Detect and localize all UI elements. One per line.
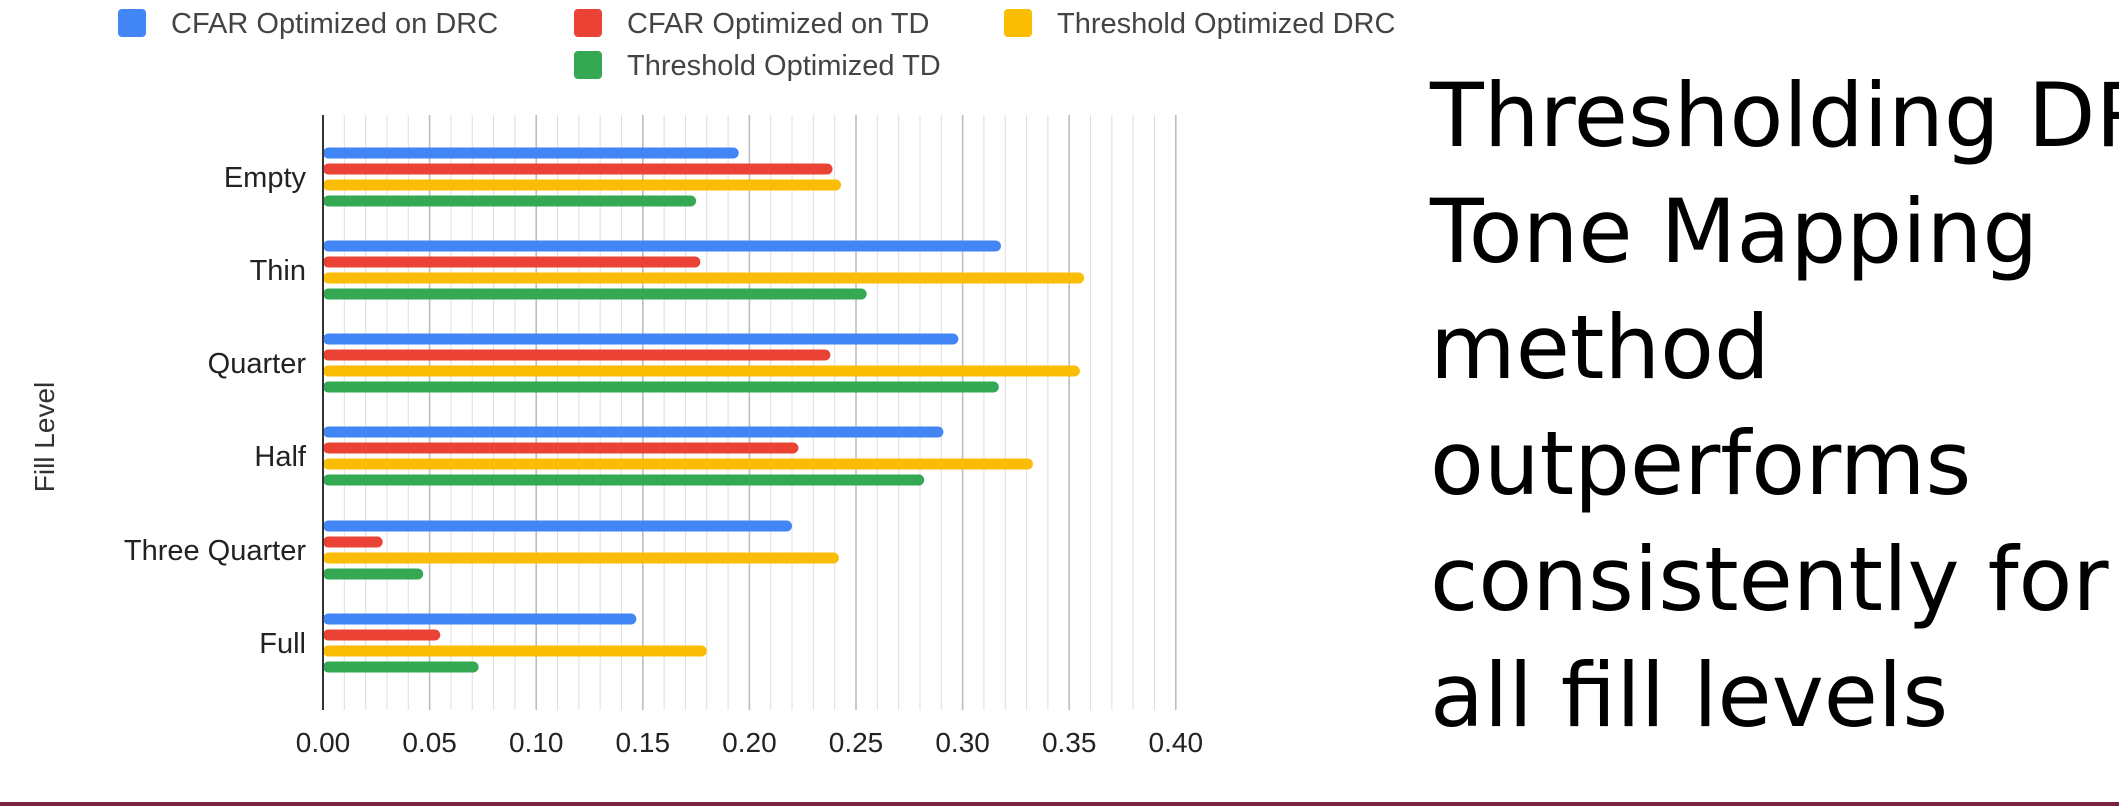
x-tick-label: 0.25 bbox=[829, 727, 884, 758]
bar-2-2 bbox=[323, 365, 1080, 377]
x-tick-label: 0.20 bbox=[722, 727, 777, 758]
bar-4-3 bbox=[323, 568, 424, 580]
chart-bars bbox=[323, 147, 1085, 673]
callout-line: outperforms bbox=[1430, 412, 1972, 515]
category-label: Quarter bbox=[208, 348, 307, 380]
x-tick-label: 0.05 bbox=[402, 727, 457, 758]
category-label: Full bbox=[259, 628, 306, 660]
bar-4-2 bbox=[323, 552, 839, 564]
x-tick-label: 0.40 bbox=[1149, 727, 1204, 758]
bar-1-2 bbox=[323, 272, 1085, 284]
legend-label: Threshold Optimized DRC bbox=[1057, 8, 1395, 40]
callout-line: method bbox=[1430, 296, 1770, 399]
bar-3-3 bbox=[323, 474, 925, 486]
bar-3-2 bbox=[323, 458, 1033, 470]
bar-0-3 bbox=[323, 195, 697, 207]
y-axis-label: Fill Level bbox=[29, 382, 60, 492]
bar-2-3 bbox=[323, 381, 999, 393]
chart-legend: CFAR Optimized on DRC CFAR Optimized on T… bbox=[118, 8, 1395, 82]
category-labels: Empty Thin Quarter Half Three Quarter Full bbox=[124, 162, 307, 660]
legend-label: Threshold Optimized TD bbox=[627, 50, 941, 82]
x-tick-label: 0.35 bbox=[1042, 727, 1097, 758]
bar-5-1 bbox=[323, 629, 441, 641]
callout-line: all fill levels bbox=[1430, 644, 1949, 747]
bar-1-1 bbox=[323, 256, 701, 268]
chart-gridlines bbox=[343, 115, 1177, 710]
bar-5-2 bbox=[323, 645, 707, 657]
callout-line: Tone Mapping bbox=[1430, 180, 2039, 283]
bar-1-3 bbox=[323, 288, 867, 300]
legend-label: CFAR Optimized on TD bbox=[627, 8, 929, 40]
category-label: Thin bbox=[250, 255, 306, 287]
bar-3-0 bbox=[323, 426, 944, 438]
bar-4-1 bbox=[323, 536, 383, 548]
x-tick-label: 0.30 bbox=[935, 727, 990, 758]
bottom-divider bbox=[0, 802, 2119, 806]
bar-2-1 bbox=[323, 349, 831, 361]
bar-1-0 bbox=[323, 240, 1001, 252]
legend-label: CFAR Optimized on DRC bbox=[171, 8, 498, 40]
callout-line: Thresholding DRC bbox=[1430, 64, 2119, 167]
x-tick-label: 0.00 bbox=[296, 727, 351, 758]
bar-0-1 bbox=[323, 163, 833, 175]
bar-0-0 bbox=[323, 147, 739, 159]
x-tick-labels: 0.00 0.05 0.10 0.15 0.20 0.25 0.30 0.35 0.40 bbox=[296, 727, 1203, 758]
x-tick-label: 0.15 bbox=[616, 727, 671, 758]
bar-0-2 bbox=[323, 179, 842, 191]
bar-5-3 bbox=[323, 661, 479, 673]
category-label: Empty bbox=[224, 162, 307, 194]
legend-swatch bbox=[574, 9, 602, 37]
legend-swatch bbox=[1004, 9, 1032, 37]
category-label: Half bbox=[254, 441, 307, 473]
category-label: Three Quarter bbox=[124, 535, 306, 567]
callout-text: Thresholding DRC Tone Mapping method outper… bbox=[1428, 58, 2119, 754]
x-tick-label: 0.10 bbox=[509, 727, 564, 758]
bar-2-0 bbox=[323, 333, 959, 345]
legend-swatch bbox=[574, 51, 602, 79]
bar-4-0 bbox=[323, 520, 793, 532]
legend-swatch bbox=[118, 9, 146, 37]
callout-line: consistently for bbox=[1430, 528, 2109, 631]
bar-5-0 bbox=[323, 613, 637, 625]
bar-3-1 bbox=[323, 442, 799, 454]
